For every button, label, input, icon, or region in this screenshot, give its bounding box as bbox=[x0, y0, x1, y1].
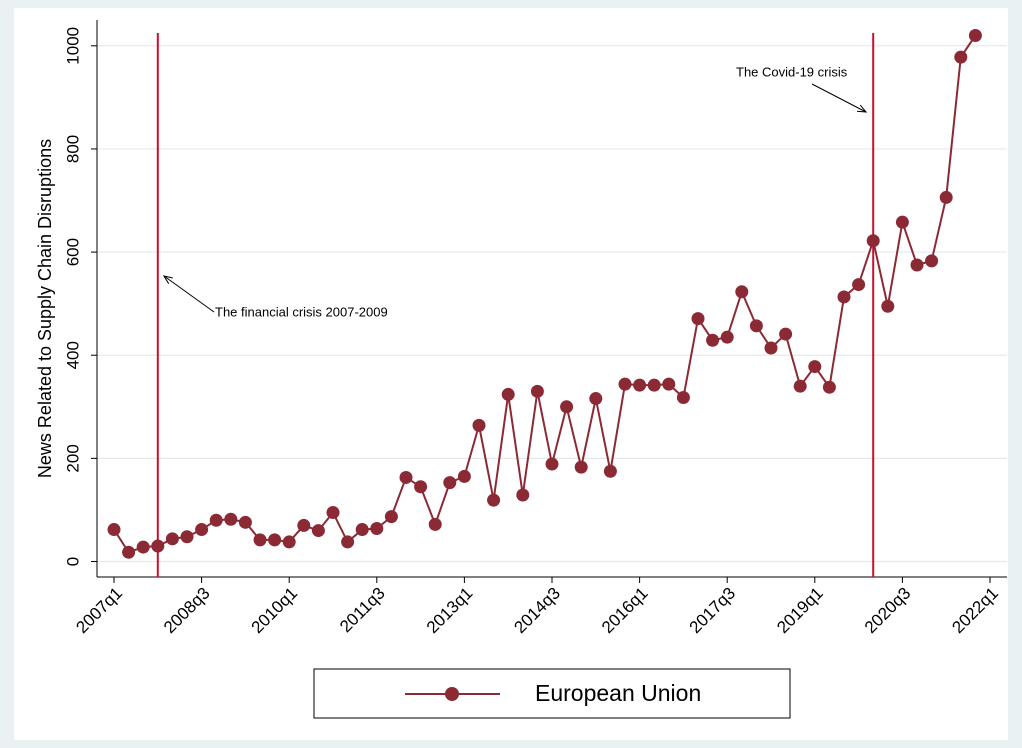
data-point bbox=[151, 539, 165, 553]
data-point bbox=[136, 540, 150, 554]
legend-box bbox=[313, 668, 791, 719]
data-point bbox=[647, 378, 661, 392]
y-tick-label: 400 bbox=[63, 341, 82, 369]
data-point bbox=[954, 50, 968, 64]
data-point bbox=[501, 387, 515, 401]
y-tick-label: 200 bbox=[63, 444, 82, 472]
arrow-head bbox=[856, 104, 868, 113]
data-point bbox=[852, 278, 866, 292]
data-point bbox=[530, 384, 544, 398]
data-point bbox=[910, 258, 924, 272]
data-point bbox=[618, 377, 632, 391]
data-point bbox=[224, 512, 238, 526]
data-point bbox=[107, 523, 121, 537]
data-point bbox=[589, 392, 603, 406]
data-point bbox=[516, 488, 530, 502]
data-point bbox=[676, 391, 690, 405]
data-point bbox=[238, 515, 252, 529]
data-point bbox=[603, 464, 617, 478]
annotation-arrow bbox=[811, 83, 867, 113]
data-point bbox=[122, 545, 136, 559]
annotation: The financial crisis 2007-2009 bbox=[215, 304, 388, 319]
y-axis-label: News Related to Supply Chain Disruptions bbox=[35, 139, 55, 478]
data-point bbox=[881, 299, 895, 313]
data-point bbox=[268, 533, 282, 547]
data-point bbox=[662, 377, 676, 391]
data-point bbox=[180, 530, 194, 544]
data-point bbox=[749, 319, 763, 333]
legend-marker bbox=[445, 687, 459, 701]
data-point bbox=[399, 470, 413, 484]
data-point bbox=[253, 533, 267, 547]
data-point bbox=[414, 480, 428, 494]
data-point bbox=[545, 457, 559, 471]
data-point bbox=[822, 380, 836, 394]
data-point bbox=[720, 330, 734, 344]
data-point bbox=[706, 333, 720, 347]
data-point bbox=[282, 535, 296, 549]
data-point bbox=[195, 523, 209, 537]
data-point bbox=[209, 513, 223, 527]
data-point bbox=[443, 476, 457, 490]
data-point bbox=[764, 341, 778, 355]
annotation-arrow bbox=[163, 275, 215, 313]
data-point bbox=[895, 215, 909, 229]
data-point bbox=[487, 493, 501, 507]
data-point bbox=[165, 532, 179, 546]
data-point bbox=[735, 285, 749, 299]
data-point bbox=[837, 290, 851, 304]
data-point bbox=[808, 360, 822, 374]
data-point bbox=[311, 524, 325, 538]
data-point bbox=[793, 379, 807, 393]
data-point bbox=[341, 535, 355, 549]
data-point bbox=[297, 518, 311, 532]
data-point bbox=[574, 460, 588, 474]
y-tick-label: 0 bbox=[63, 557, 82, 566]
data-point bbox=[866, 234, 880, 248]
data-point bbox=[355, 523, 369, 537]
data-point bbox=[560, 400, 574, 414]
data-point bbox=[472, 418, 486, 432]
data-point bbox=[779, 327, 793, 341]
data-point bbox=[939, 190, 953, 204]
annotation: The Covid-19 crisis bbox=[736, 64, 848, 79]
data-point bbox=[384, 510, 398, 524]
data-point bbox=[370, 522, 384, 536]
data-point bbox=[968, 28, 982, 42]
data-point bbox=[428, 517, 442, 531]
y-tick-label: 800 bbox=[63, 135, 82, 163]
data-point bbox=[925, 254, 939, 268]
y-tick-label: 1000 bbox=[63, 27, 82, 65]
y-tick-label: 600 bbox=[63, 238, 82, 266]
arrow-head bbox=[162, 275, 173, 284]
data-point bbox=[633, 378, 647, 392]
data-point bbox=[457, 469, 471, 483]
data-point bbox=[691, 312, 705, 326]
data-point bbox=[326, 506, 340, 520]
legend-label: European Union bbox=[535, 680, 701, 706]
graph-area bbox=[14, 8, 1008, 740]
